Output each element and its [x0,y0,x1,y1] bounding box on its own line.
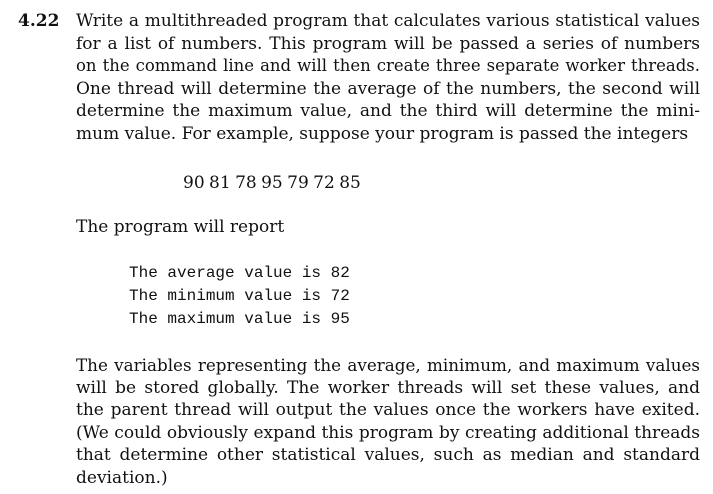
intro-line: Write a multithreaded program that calcu… [76,11,700,31]
program-output: The average value is 82 The minimum valu… [129,262,350,331]
closing-line: that determine other statistical values,… [76,445,700,465]
closing-paragraph: The variables representing the average, … [76,354,700,489]
closing-line: the parent thread will output the values… [76,400,700,420]
intro-paragraph: Write a multithreaded program that calcu… [76,10,700,145]
intro-line: for a list of numbers. This program will… [76,33,700,54]
exercise-number: 4.22 [18,11,60,31]
intro-line: mum value. For example, suppose your pro… [76,123,689,144]
output-line-average: The average value is 82 [129,264,350,282]
example-integers: 90 81 78 95 79 72 85 [183,173,361,193]
closing-line: (We could obviously expand this program … [76,422,700,443]
closing-line: The variables representing the average, … [76,355,700,375]
closing-line: will be stored globally. The worker thre… [76,377,700,398]
output-line-maximum: The maximum value is 95 [129,310,350,328]
intro-line: determine the maximum value, and the thi… [76,101,700,121]
output-line-minimum: The minimum value is 72 [129,287,350,305]
closing-line: deviation.) [76,467,168,488]
intro-line: One thread will determine the average of… [76,78,700,99]
intro-line: on the command line and will then create… [76,56,700,75]
report-statement: The program will report [76,217,285,237]
